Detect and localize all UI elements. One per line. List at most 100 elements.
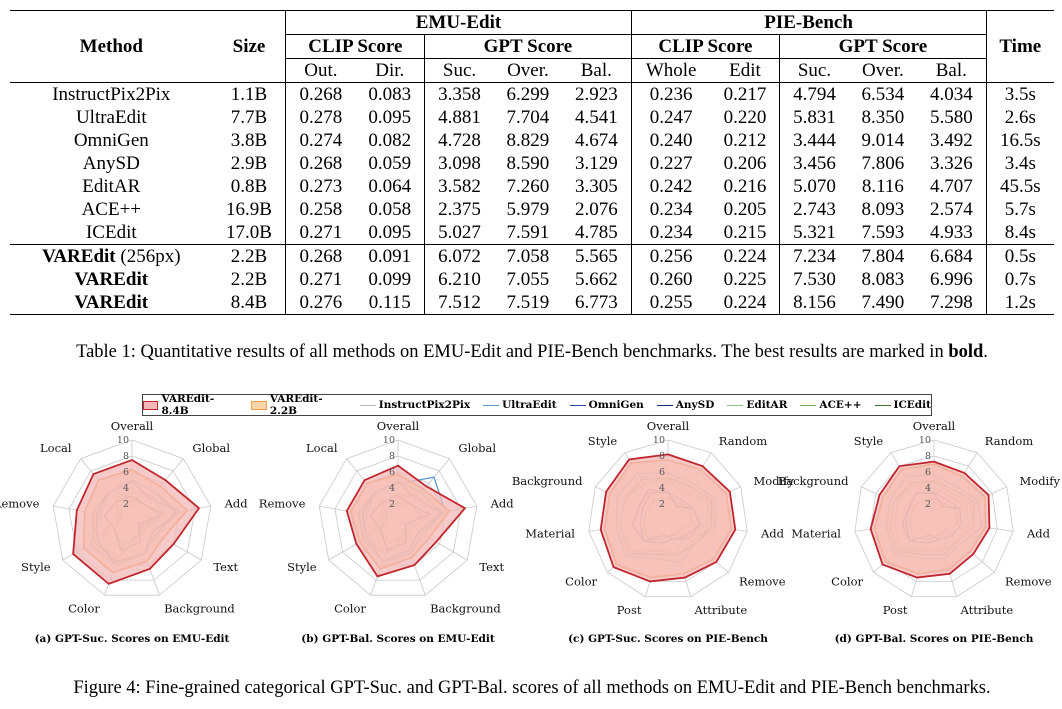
radar-series-varedit-8-4b [869,460,991,579]
sub-bal: Bal. [580,60,612,81]
size-cell: 2.2B [212,244,286,268]
radar-axis-label: Local [306,441,338,455]
score-cell: 3.456 [779,152,849,175]
radar-tick-label: 8 [389,451,395,462]
radar-tick-label: 6 [659,467,665,478]
radar-axis-label: Post [617,603,642,617]
radar-axis-label: Background [430,601,501,615]
score-cell: 0.260 [630,268,711,291]
radar-chart-emu-bal: 2 4 6 8 10 Overall Global Add Text Background Colo… [259,419,514,615]
method-cell: OmniGen [10,129,213,152]
legend-item: ACE++ [800,399,862,411]
size-cell: 1.1B [212,82,286,106]
group-pie-header: PIE-Bench [630,10,987,35]
legend-item: UltraEdit [483,399,557,411]
chart-legend: VAREdit-8.4B VAREdit-2.2B InstructPix2Pix U… [142,393,932,417]
radar-tick-label: 10 [383,435,395,446]
score-cell: 8.590 [506,153,550,174]
table-header-row-3: Out. Dir. Suc. Over. Bal. Whole Edit Suc… [10,58,1054,83]
radar-tick-label: 6 [123,467,129,478]
figure-caption: Figure 4: Fine-grained categorical GPT-S… [73,678,991,698]
table-row: VAREdit 2.2B 0.271 0.099 6.210 7.055 5.662 0.26… [10,268,1054,291]
score-cell: 5.321 [779,221,849,245]
score-cell: 5.662 [574,269,618,290]
table-row: AnySD 2.9B 0.268 0.059 3.098 8.590 3.129 0.227 0… [10,152,1054,175]
legend-label: VAREdit-2.2B [269,393,323,417]
score-cell: 3.129 [574,153,618,174]
radar-axis-label: Global [192,441,230,455]
score-cell: 7.058 [493,244,563,268]
score-cell: 4.034 [917,82,987,106]
legend-item: VAREdit-8.4B [143,393,238,417]
time-cell: 0.5s [985,244,1054,268]
score-cell: 5.580 [929,107,973,128]
score-cell: 0.255 [630,291,711,315]
pie-clip-header: CLIP Score [630,34,780,59]
score-cell: 6.773 [562,291,632,315]
radar-chart-emu-suc: 2 4 6 8 10 Overall Global Add Text Background Colo… [0,419,248,615]
score-cell: 0.059 [368,153,412,174]
score-cell: 7.512 [424,291,494,315]
legend-item: OmniGen [569,399,644,411]
score-cell: 6.534 [848,82,918,106]
method-name: UltraEdit [75,107,147,128]
score-cell: 0.240 [630,129,711,152]
score-cell: 0.258 [285,198,356,221]
score-cell: 0.224 [710,291,780,315]
method-name: ICEdit [85,222,137,243]
sub-over: Over. [507,60,549,81]
radar-grid-ring [870,455,998,582]
radar-axis-label: Random [719,434,767,448]
radar-axis-label: Style [588,434,618,448]
score-cell: 6.210 [424,268,494,291]
score-cell: 0.268 [285,244,356,268]
radar-axis-label: Overall [647,419,690,433]
score-cell: 4.933 [929,222,973,243]
score-cell: 4.881 [424,106,494,129]
radar-tick-label: 4 [389,483,395,494]
radar-axis-label: Overall [913,419,956,433]
legend-swatch [251,400,267,410]
score-cell: 5.831 [779,106,849,129]
time-cell: 2.6s [985,106,1054,129]
score-cell: 5.979 [506,199,550,220]
emu-clip-header: CLIP Score [285,34,425,59]
legend-label: AnySD [675,399,715,411]
time-cell: 1.2s [985,291,1054,315]
radar-tick-label: 4 [123,483,129,494]
score-cell: 0.236 [630,82,711,106]
size-cell: 17.0B [226,222,272,243]
score-cell: 3.358 [424,82,494,106]
score-cell: 0.220 [723,107,767,128]
score-cell: 0.276 [285,291,356,315]
size-cell: 7.7B [230,107,268,128]
score-cell: 7.704 [506,107,550,128]
radar-axis-label: Style [21,560,51,574]
radar-axis-label: Text [479,560,504,574]
legend-swatch [483,404,500,406]
col-size-header: Size [212,10,286,83]
score-cell: 0.206 [723,153,767,174]
score-cell: 0.083 [355,82,425,106]
radar-axis-label: Color [831,575,863,589]
time-cell: 45.5s [985,175,1054,198]
method-name: VAREdit [74,269,149,290]
score-cell: 0.215 [723,222,767,243]
radar-grid-ring [854,439,1014,598]
table-caption: Table 1: Quantitative results of all met… [10,340,1054,364]
table-caption-text: Table 1: Quantitative results of all met… [76,342,949,362]
score-cell: 0.247 [630,106,711,129]
radar-tick-label: 10 [653,435,665,446]
time-cell: 8.4s [985,221,1054,245]
score-cell: 4.728 [424,129,494,152]
method-name: InstructPix2Pix [52,84,171,105]
method-name: VAREdit [74,292,149,313]
radar-tick-label: 8 [925,451,931,462]
subcaption-d: (d) GPT-Bal. Scores on PIE-Bench [834,633,1034,645]
method-cell: VAREdit [10,268,213,291]
radar-grid-ring [334,455,462,581]
score-cell: 0.099 [368,269,412,290]
legend-swatch [727,404,744,406]
size-cell: 3.8B [230,130,268,151]
radar-series-varedit-8-4b [599,453,737,583]
